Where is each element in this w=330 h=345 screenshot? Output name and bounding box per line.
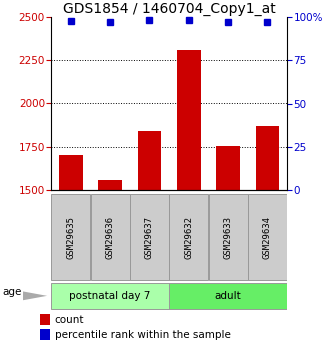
Bar [169,283,287,309]
Bar [40,329,50,340]
Text: age: age [3,287,22,297]
Text: postnatal day 7: postnatal day 7 [69,291,151,301]
Bar [51,194,90,280]
Bar [59,155,82,190]
Text: GSM29634: GSM29634 [263,216,272,259]
Text: GSM29637: GSM29637 [145,216,154,259]
Bar [51,283,169,309]
Text: GSM29633: GSM29633 [224,216,233,259]
Bar [90,194,130,280]
Text: adult: adult [215,291,242,301]
Text: percentile rank within the sample: percentile rank within the sample [55,329,231,339]
Text: count: count [55,315,84,325]
Text: GSM29636: GSM29636 [106,216,115,259]
Text: GSM29632: GSM29632 [184,216,193,259]
Polygon shape [23,292,47,300]
Bar [177,50,201,190]
Bar [169,194,208,280]
Bar [216,146,240,190]
Bar [130,194,169,280]
Bar [98,180,122,190]
Text: GSM29635: GSM29635 [66,216,75,259]
Bar [256,126,279,190]
Bar [138,131,161,190]
Bar [209,194,248,280]
Bar [248,194,287,280]
Title: GDS1854 / 1460704_Copy1_at: GDS1854 / 1460704_Copy1_at [63,2,276,16]
Bar [40,314,50,325]
